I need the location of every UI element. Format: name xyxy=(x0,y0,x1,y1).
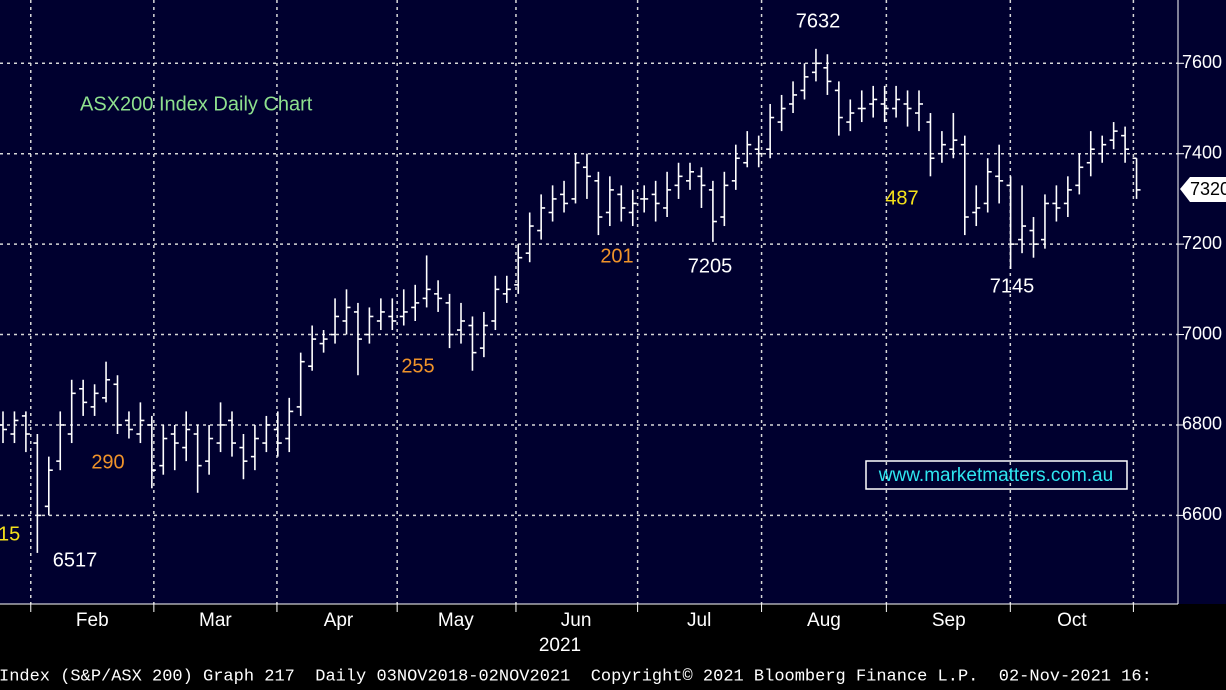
annotation: 7145 xyxy=(990,275,1035,297)
annotation: 255 xyxy=(401,355,434,377)
y-tick-label: 7200 xyxy=(1182,233,1222,253)
x-tick-label: May xyxy=(438,610,474,631)
y-tick-label: 6600 xyxy=(1182,504,1222,524)
annotation: 7632 xyxy=(796,10,841,32)
annotation: 15 xyxy=(0,523,20,545)
y-tick-label: 7000 xyxy=(1182,323,1222,343)
source-box xyxy=(865,460,1128,490)
plot-background xyxy=(0,0,1226,604)
x-tick-label: Sep xyxy=(932,610,966,631)
x-tick-label: Feb xyxy=(76,610,109,631)
last-price-label: 7320 xyxy=(1190,179,1226,199)
x-tick-label: Jul xyxy=(687,610,711,631)
footer: Index (S&P/ASX 200) Graph 217 Daily 03NO… xyxy=(0,667,1152,686)
annotation: 6517 xyxy=(53,549,98,571)
annotation: 290 xyxy=(91,451,124,473)
x-tick-label: Mar xyxy=(199,610,232,631)
y-tick-label: 7600 xyxy=(1182,52,1222,72)
source-url: www.marketmatters.com.au xyxy=(878,465,1113,486)
x-tick-label: Oct xyxy=(1057,610,1087,631)
x-axis-label: 2021 xyxy=(539,635,581,656)
y-tick-label: 7400 xyxy=(1182,142,1222,162)
annotation: 487 xyxy=(885,187,918,209)
x-tick-label: Apr xyxy=(324,610,354,631)
annotation: 201 xyxy=(600,245,633,267)
y-tick-label: 6800 xyxy=(1182,414,1222,434)
annotation: 7205 xyxy=(688,255,733,277)
x-tick-label: Aug xyxy=(807,610,841,631)
chart-title: ASX200 Index Daily Chart xyxy=(80,93,313,115)
x-tick-label: Jun xyxy=(561,610,592,631)
axis-background xyxy=(1178,0,1226,604)
last-price-badge xyxy=(1180,177,1226,202)
